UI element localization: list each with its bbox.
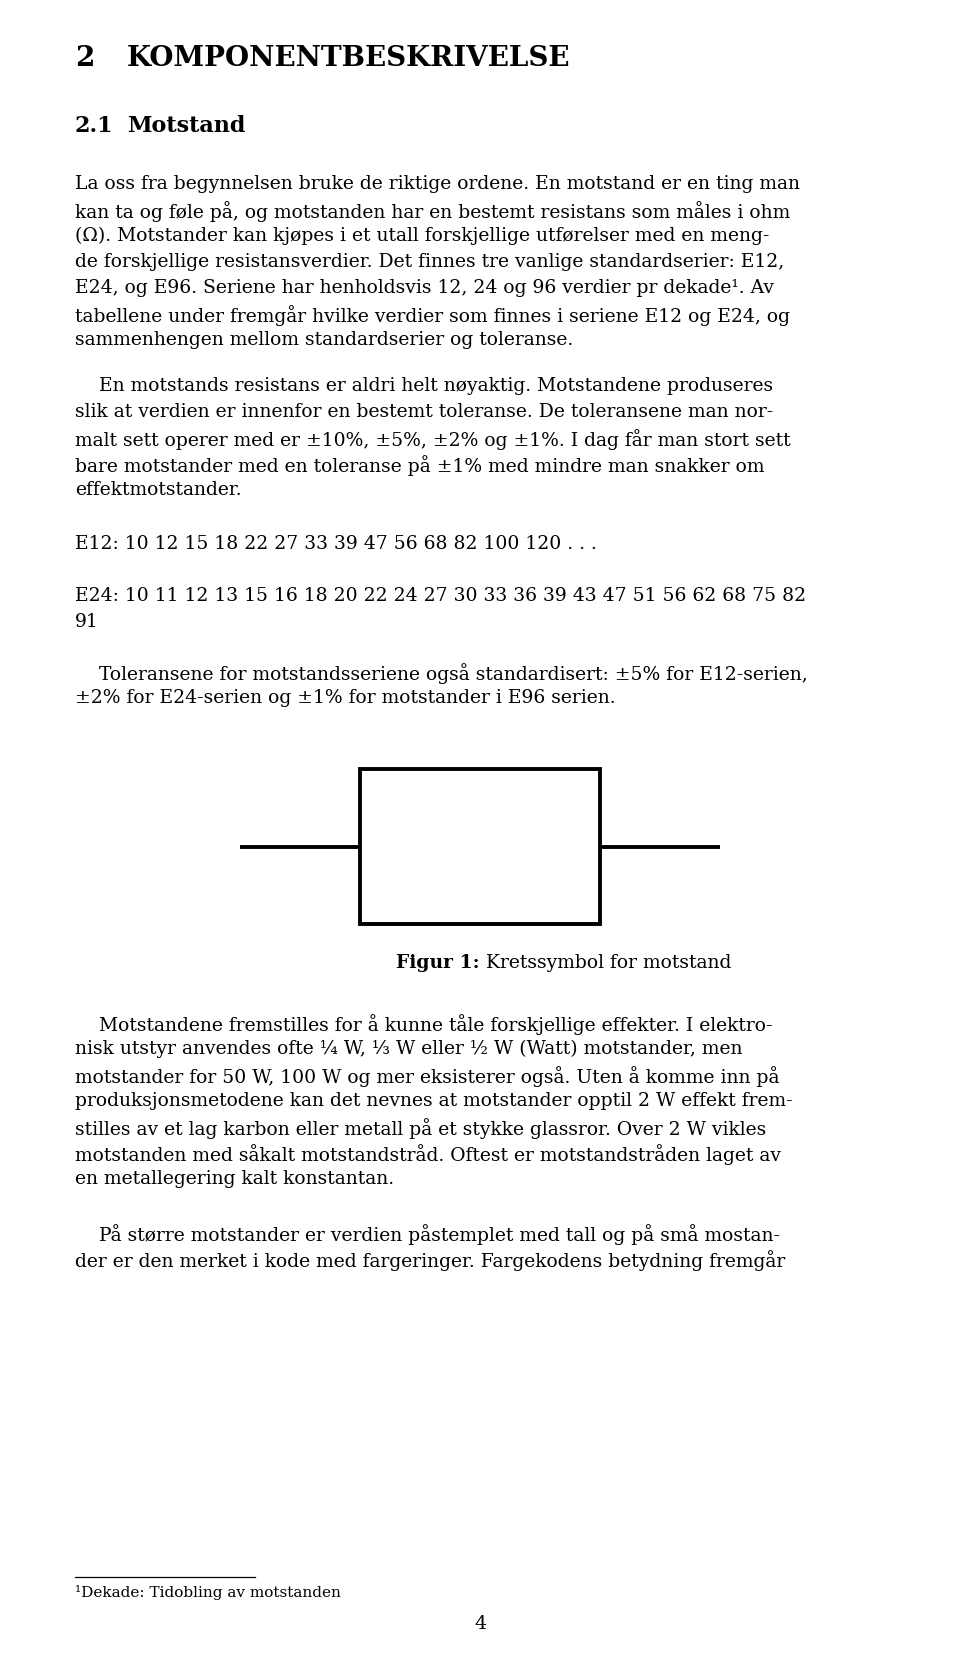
Bar xyxy=(360,769,600,925)
Text: (Ω). Motstander kan kjøpes i et utall forskjellige utførelser med en meng-: (Ω). Motstander kan kjøpes i et utall fo… xyxy=(75,227,769,246)
Text: nisk utstyr anvendes ofte ¼ W, ⅓ W eller ½ W (Watt) motstander, men: nisk utstyr anvendes ofte ¼ W, ⅓ W eller… xyxy=(75,1041,742,1059)
Text: Motstand: Motstand xyxy=(127,115,246,138)
Text: En motstands resistans er aldri helt nøyaktig. Motstandene produseres: En motstands resistans er aldri helt nøy… xyxy=(75,377,773,395)
Text: På større motstander er verdien påstemplet med tall og på små mostan-: På større motstander er verdien påstempl… xyxy=(75,1223,780,1245)
Text: stilles av et lag karbon eller metall på et stykke glassror. Over 2 W vikles: stilles av et lag karbon eller metall på… xyxy=(75,1117,766,1139)
Text: Figur 1:: Figur 1: xyxy=(396,954,480,973)
Text: en metallegering kalt konstantan.: en metallegering kalt konstantan. xyxy=(75,1170,395,1189)
Text: 91: 91 xyxy=(75,613,99,631)
Text: slik at verdien er innenfor en bestemt toleranse. De toleransene man nor-: slik at verdien er innenfor en bestemt t… xyxy=(75,403,773,422)
Text: kan ta og føle på, og motstanden har en bestemt resistans som måles i ohm: kan ta og føle på, og motstanden har en … xyxy=(75,201,790,222)
Text: tabellene under fremgår hvilke verdier som finnes i seriene E12 og E24, og: tabellene under fremgår hvilke verdier s… xyxy=(75,305,790,325)
Text: Motstandene fremstilles for å kunne tåle forskjellige effekter. I elektro-: Motstandene fremstilles for å kunne tåle… xyxy=(75,1014,773,1034)
Text: ±2% for E24-serien og ±1% for motstander i E96 serien.: ±2% for E24-serien og ±1% for motstander… xyxy=(75,689,615,707)
Text: KOMPONENTBESKRIVELSE: KOMPONENTBESKRIVELSE xyxy=(127,45,570,71)
Text: der er den merket i kode med fargeringer. Fargekodens betydning fremgår: der er den merket i kode med fargeringer… xyxy=(75,1250,785,1272)
Text: E12: 10 12 15 18 22 27 33 39 47 56 68 82 100 120 . . .: E12: 10 12 15 18 22 27 33 39 47 56 68 82… xyxy=(75,535,597,553)
Text: E24, og E96. Seriene har henholdsvis 12, 24 og 96 verdier pr dekade¹. Av: E24, og E96. Seriene har henholdsvis 12,… xyxy=(75,279,774,297)
Text: 4: 4 xyxy=(474,1615,486,1633)
Text: effektmotstander.: effektmotstander. xyxy=(75,481,242,500)
Text: motstanden med såkalt motstandstråd. Oftest er motstandstråden laget av: motstanden med såkalt motstandstråd. Oft… xyxy=(75,1144,781,1165)
Text: malt sett operer med er ±10%, ±5%, ±2% og ±1%. I dag får man stort sett: malt sett operer med er ±10%, ±5%, ±2% o… xyxy=(75,428,791,450)
Text: 2: 2 xyxy=(75,45,94,71)
Text: produksjonsmetodene kan det nevnes at motstander opptil 2 W effekt frem-: produksjonsmetodene kan det nevnes at mo… xyxy=(75,1092,793,1111)
Text: Kretssymbol for motstand: Kretssymbol for motstand xyxy=(480,954,732,973)
Text: La oss fra begynnelsen bruke de riktige ordene. En motstand er en ting man: La oss fra begynnelsen bruke de riktige … xyxy=(75,174,800,193)
Text: bare motstander med en toleranse på ±1% med mindre man snakker om: bare motstander med en toleranse på ±1% … xyxy=(75,455,764,476)
Text: motstander for 50 W, 100 W og mer eksisterer også. Uten å komme inn på: motstander for 50 W, 100 W og mer eksist… xyxy=(75,1066,780,1087)
Text: 2.1: 2.1 xyxy=(75,115,113,138)
Text: de forskjellige resistansverdier. Det finnes tre vanlige standardserier: E12,: de forskjellige resistansverdier. Det fi… xyxy=(75,252,784,271)
Text: Toleransene for motstandsseriene også standardisert: ±5% for E12-serien,: Toleransene for motstandsseriene også st… xyxy=(75,662,807,684)
Text: E24: 10 11 12 13 15 16 18 20 22 24 27 30 33 36 39 43 47 51 56 62 68 75 82: E24: 10 11 12 13 15 16 18 20 22 24 27 30… xyxy=(75,588,806,604)
Text: ¹Dekade: Tidobling av motstanden: ¹Dekade: Tidobling av motstanden xyxy=(75,1585,341,1600)
Text: sammenhengen mellom standardserier og toleranse.: sammenhengen mellom standardserier og to… xyxy=(75,330,573,349)
